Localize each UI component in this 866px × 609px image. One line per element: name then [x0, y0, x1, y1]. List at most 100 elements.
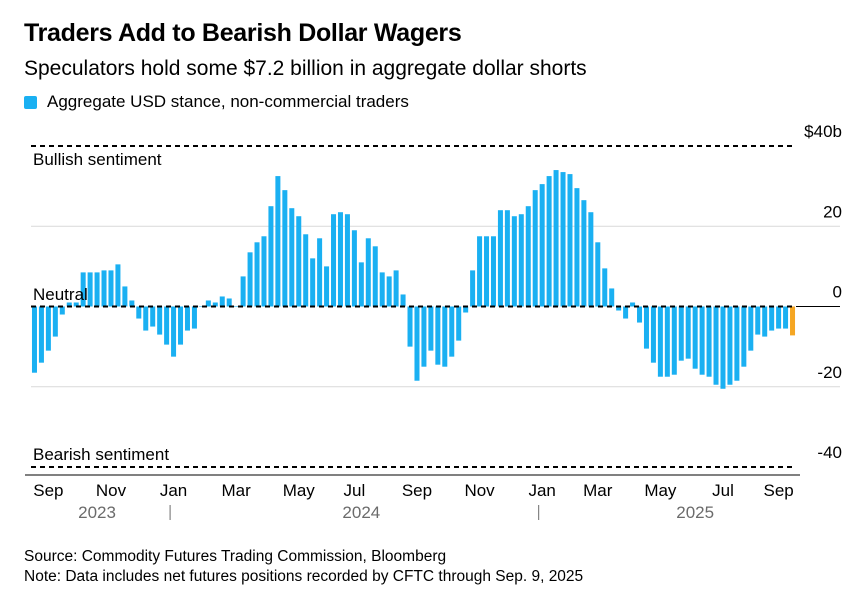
- bar: [87, 272, 93, 307]
- bar: [762, 306, 768, 337]
- bar: [303, 234, 309, 307]
- bar: [261, 236, 267, 307]
- bar: [143, 306, 149, 331]
- bar: [741, 306, 747, 367]
- bar: [553, 170, 559, 307]
- y-tick-label: $40b: [804, 122, 842, 141]
- bar: [525, 206, 531, 307]
- bar: [713, 306, 719, 385]
- x-tick-label: Mar: [583, 481, 613, 500]
- bar: [685, 306, 691, 359]
- bar: [171, 306, 177, 357]
- bar: [108, 270, 114, 307]
- year-label: 2025: [676, 503, 714, 522]
- bar: [184, 306, 190, 331]
- bar: [623, 306, 629, 319]
- bar: [609, 288, 615, 307]
- bar: [59, 306, 65, 315]
- bar: [616, 306, 622, 311]
- bar: [518, 214, 524, 307]
- bar: [393, 270, 399, 307]
- bar: [178, 306, 184, 345]
- bar: [45, 306, 51, 351]
- x-tick-label: Jan: [160, 481, 187, 500]
- grid-layer: [31, 225, 840, 388]
- x-tick-label: Sep: [402, 481, 432, 500]
- bar: [191, 306, 197, 329]
- chart-title: Traders Add to Bearish Dollar Wagers: [24, 19, 462, 47]
- bar: [776, 306, 782, 329]
- bearish-annotation: Bearish sentiment: [33, 445, 169, 464]
- bar: [344, 214, 350, 307]
- bar: [94, 272, 100, 307]
- year-label: 2023: [78, 503, 116, 522]
- y-tick-label: 0: [833, 283, 842, 302]
- bar: [414, 306, 420, 381]
- bar: [769, 306, 775, 331]
- neutral-annotation: Neutral: [33, 285, 88, 304]
- bar: [497, 210, 503, 307]
- bar: [372, 246, 378, 307]
- bullish-annotation: Bullish sentiment: [33, 150, 162, 169]
- bar: [310, 258, 316, 307]
- x-tick-label: Nov: [96, 481, 127, 500]
- legend-swatch: [24, 95, 37, 109]
- bar: [198, 306, 204, 307]
- bar: [720, 306, 726, 389]
- bar: [212, 302, 218, 307]
- bars-layer: [31, 170, 796, 389]
- bar: [365, 238, 371, 307]
- bar: [358, 262, 364, 307]
- bar: [637, 306, 643, 323]
- bar: [588, 212, 594, 307]
- y-tick-label: -40: [817, 443, 842, 462]
- bar: [400, 294, 406, 307]
- bar: [706, 306, 712, 377]
- bar: [456, 306, 462, 341]
- chart-subtitle: Speculators hold some $7.2 billion in ag…: [24, 57, 587, 80]
- x-tick-label: Nov: [464, 481, 495, 500]
- bar: [727, 306, 733, 385]
- bar: [101, 270, 107, 307]
- footer: Source: Commodity Futures Trading Commis…: [24, 547, 583, 587]
- y-tick-label: 20: [823, 202, 842, 221]
- bar: [581, 200, 587, 307]
- bar: [650, 306, 656, 363]
- labels-layer: Bullish sentiment Neutral Bearish sentim…: [33, 150, 169, 464]
- source-text: Source: Commodity Futures Trading Commis…: [24, 548, 447, 565]
- bar: [428, 306, 434, 351]
- bar: [268, 206, 274, 307]
- bar: [289, 208, 295, 307]
- bar: [150, 306, 156, 327]
- bar: [567, 174, 573, 307]
- bar: [504, 210, 510, 307]
- bar: [157, 306, 163, 335]
- bar: [296, 216, 302, 307]
- bar: [560, 172, 566, 307]
- bar: [66, 302, 72, 307]
- bar: [226, 298, 232, 307]
- bar: [136, 306, 142, 319]
- bar: [734, 306, 740, 381]
- y-axis: $40b 20 0 -20 -40: [804, 122, 842, 462]
- bar: [595, 242, 601, 307]
- reference-lines: [31, 145, 840, 468]
- year-label: 2024: [342, 503, 380, 522]
- bar: [205, 300, 211, 307]
- bar: [748, 306, 754, 351]
- bar: [275, 176, 281, 307]
- bar: [678, 306, 684, 361]
- x-tick-label: May: [644, 481, 677, 500]
- x-axis: Sep Nov Jan Mar May Jul Sep Nov Jan Mar May Jul Sep 2…: [25, 474, 800, 522]
- bar: [449, 306, 455, 357]
- bar: [643, 306, 649, 349]
- bar: [219, 296, 225, 307]
- bar: [129, 300, 135, 307]
- bar: [470, 270, 476, 307]
- bar: [240, 276, 246, 307]
- bar: [602, 268, 608, 307]
- bar: [80, 272, 86, 307]
- legend-label: Aggregate USD stance, non-commercial tra…: [47, 92, 409, 111]
- latest-bar: [790, 306, 796, 336]
- bar: [73, 302, 79, 307]
